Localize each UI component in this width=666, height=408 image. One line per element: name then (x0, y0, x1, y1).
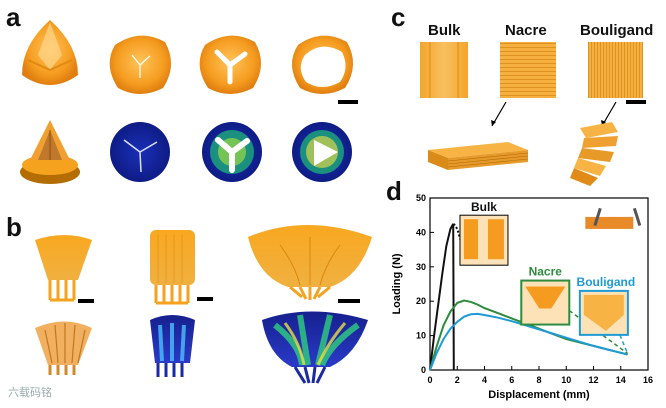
loading-chart: 0 2 4 6 8 10 12 14 16 0 10 20 30 40 50 Displacement (mm… (391, 193, 653, 401)
x-tick-label: 8 (536, 375, 541, 385)
scale-bar-a (338, 100, 358, 104)
label-bouligand: Bouligand (580, 22, 654, 39)
x-tick-label: 6 (509, 375, 514, 385)
panel-c-figure (420, 42, 646, 186)
specimen-pin-2 (632, 207, 642, 226)
valve-sim-closed (110, 122, 170, 182)
leaflet-mid-sim (150, 315, 195, 377)
panel-letter-a: a (6, 2, 21, 32)
panel-letter-d: d (386, 176, 402, 206)
panel-a-figure (20, 20, 358, 184)
bouligand-photo (588, 42, 643, 98)
y-tick-label: 50 (416, 193, 426, 203)
nacre-model (428, 142, 529, 170)
panel-letter-c: c (391, 2, 406, 32)
x-axis-label: Displacement (mm) (488, 389, 590, 401)
scale-bar-c (626, 100, 646, 104)
leaflet-small-render (35, 321, 92, 375)
y-tick-label: 0 (421, 365, 426, 375)
y-tick-label: 10 (416, 331, 426, 341)
scale-bar-b1 (78, 299, 94, 303)
valve-top-half-open-photo (199, 35, 262, 94)
leaflet-large-photo (248, 225, 372, 300)
valve-top-open-photo (291, 35, 354, 94)
y-tick-label: 40 (416, 227, 426, 237)
valve-model-render (20, 120, 80, 184)
series-bouligand (429, 312, 628, 371)
inset-bouligand-fill (583, 294, 624, 331)
nacre-photo (500, 42, 556, 98)
y-tick-label: 30 (416, 262, 426, 272)
x-tick-label: 2 (455, 375, 460, 385)
inset-bulk-left (463, 219, 478, 260)
valve-sim-open (292, 122, 352, 182)
x-tick-label: 10 (561, 375, 571, 385)
scale-bar-b2 (197, 297, 213, 301)
x-tick-label: 4 (482, 375, 487, 385)
label-bulk: Bulk (428, 22, 461, 39)
valve-top-closed-photo (109, 35, 172, 94)
series-bulk (429, 223, 455, 371)
inset-nacre-fill (525, 286, 566, 309)
x-tick-label: 12 (588, 375, 598, 385)
scale-bar-b3 (338, 299, 360, 303)
bulk-photo (420, 42, 468, 98)
specimen-bar (585, 216, 634, 229)
leaflet-small-photo (35, 235, 92, 302)
bouligand-model (570, 122, 618, 186)
valve-sim-half-open (202, 122, 262, 182)
panel-b-figure (35, 225, 372, 384)
annotation-bouligand: Bouligand (577, 275, 636, 289)
label-nacre: Nacre (505, 22, 547, 39)
y-tick-label: 20 (416, 296, 426, 306)
annotation-nacre: Nacre (529, 265, 563, 279)
panel-letter-b: b (6, 212, 22, 242)
x-tick-label: 0 (427, 375, 432, 385)
watermark: 六载码铭 (8, 387, 52, 399)
specimen-pin-1 (593, 207, 602, 226)
inset-bulk-right (487, 219, 504, 260)
leaflet-large-sim (262, 311, 368, 384)
bouligand-dash (619, 334, 629, 354)
annotation-bulk: Bulk (471, 200, 497, 214)
leaflet-mid-photo (150, 230, 195, 305)
x-tick-label: 16 (643, 375, 653, 385)
x-tick-label: 14 (616, 375, 626, 385)
y-axis-label: Loading (N) (391, 253, 403, 314)
valve-closed-photo (22, 20, 78, 85)
